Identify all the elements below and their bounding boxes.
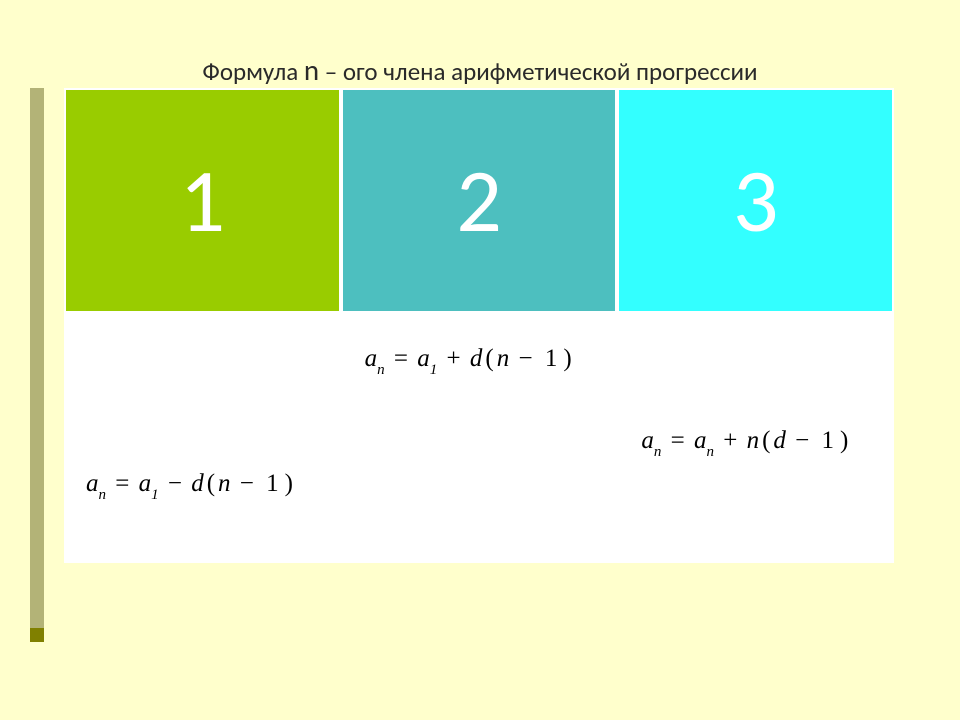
option-card-2[interactable]: 2 [341, 88, 618, 313]
grid-row-top: 1 2 3 [64, 88, 894, 313]
formula-3: an = an + n(d − 1) [641, 427, 851, 459]
option-card-1[interactable]: 1 [64, 88, 341, 313]
formula-2: an = a1 + d(n − 1) [365, 345, 575, 377]
accent-bar [30, 88, 44, 628]
option-number: 1 [180, 146, 226, 256]
grid-row-bottom: an = a1 − d(n − 1) an = a1 + d(n − 1) an [64, 313, 894, 563]
formula-grid: 1 2 3 an = a1 − d(n − 1) an = a1 [64, 88, 894, 563]
option-number: 2 [456, 146, 502, 256]
title-n: n [304, 52, 319, 88]
option-card-3[interactable]: 3 [617, 88, 894, 313]
formula-1: an = a1 − d(n − 1) [86, 470, 296, 502]
formula-cell-1: an = a1 − d(n − 1) [64, 313, 341, 563]
title-suffix: – ого члена арифметической прогрессии [319, 56, 758, 87]
title-prefix: Формула [202, 56, 303, 87]
page-title: Формула n – ого члена арифметической про… [0, 52, 960, 88]
option-number: 3 [733, 146, 779, 256]
formula-cell-3: an = an + n(d − 1) [617, 313, 894, 563]
accent-square [30, 628, 44, 642]
formula-cell-2: an = a1 + d(n − 1) [341, 313, 618, 563]
